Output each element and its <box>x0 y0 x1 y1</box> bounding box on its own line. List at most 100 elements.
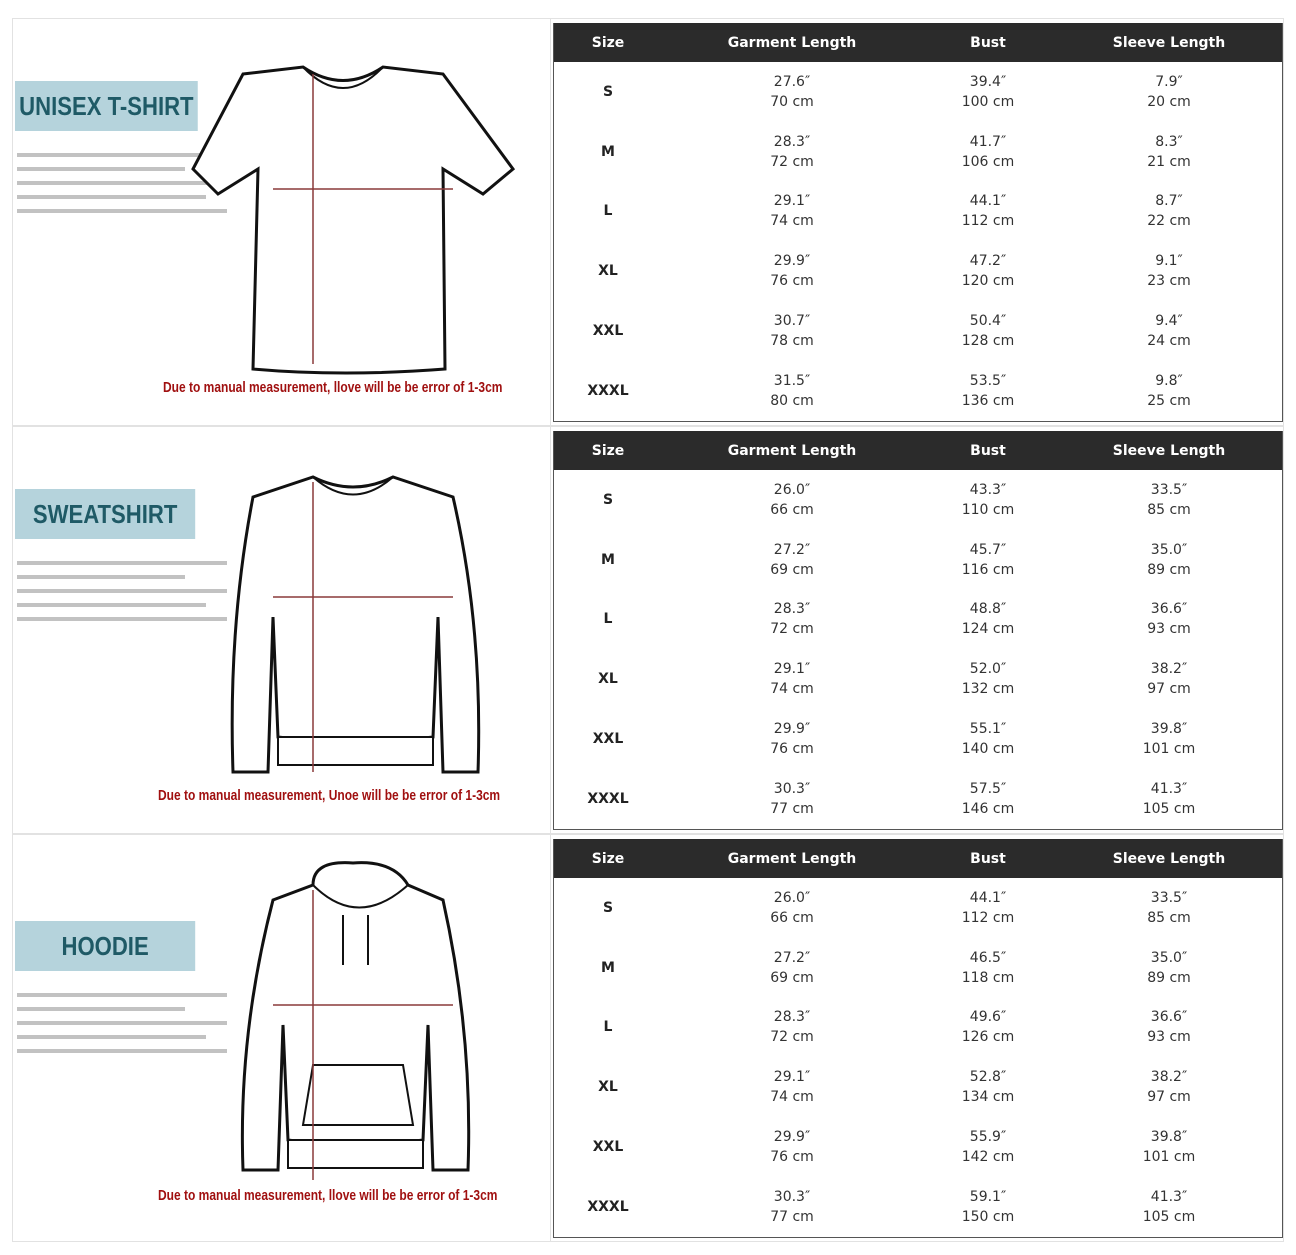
measurement-cell: 26.0″ 66 cm <box>662 888 922 928</box>
cm-value: 72 cm <box>770 153 814 170</box>
size-cell: XL <box>598 1079 618 1096</box>
measurement-cell: 43.3″ 110 cm <box>922 480 1054 520</box>
measurement-cell: 29.9″ 76 cm <box>662 719 922 759</box>
measurement-cell: 27.2″ 69 cm <box>662 948 922 988</box>
table-row: XL 29.1″ 74 cm 52.8″ 134 cm 38.2″ 97 cm <box>554 1057 1282 1117</box>
sweatshirt-illustration <box>230 475 481 774</box>
measurement-cell: 9.4″ 24 cm <box>1054 311 1284 351</box>
measurement-note: Due to manual measurement, llove will be… <box>158 1187 498 1204</box>
cm-value: 118 cm <box>961 969 1015 986</box>
column-header: Bust <box>970 442 1006 459</box>
inch-value: 39.8″ <box>1150 721 1188 738</box>
cm-value: 101 cm <box>1142 741 1196 758</box>
measurement-cell: 57.5″ 146 cm <box>922 779 1054 819</box>
cm-value: 140 cm <box>961 741 1015 758</box>
table-row: M 27.2″ 69 cm 46.5″ 118 cm 35.0″ 89 cm <box>554 938 1282 998</box>
measurement-cell: 7.9″ 20 cm <box>1054 72 1284 112</box>
garment-title: UNISEX T-SHIRT <box>15 81 198 131</box>
size-cell: S <box>602 491 614 508</box>
table-row: XL 29.1″ 74 cm 52.0″ 132 cm 38.2″ 97 cm <box>554 649 1282 709</box>
inch-value: 30.7″ <box>773 313 811 330</box>
cm-value: 124 cm <box>961 621 1015 638</box>
measurement-cell: 29.1″ 74 cm <box>662 659 922 699</box>
measurement-cell: 9.8″ 25 cm <box>1054 371 1284 411</box>
inch-value: 35.0″ <box>1150 541 1188 558</box>
measurement-cell: 28.3″ 72 cm <box>662 1007 922 1047</box>
cm-value: 112 cm <box>961 909 1015 926</box>
table-header: Size Garment Length Bust Sleeve Length <box>554 839 1282 878</box>
cm-value: 136 cm <box>961 392 1015 409</box>
cm-value: 112 cm <box>961 213 1015 230</box>
hoodie-illustration <box>240 861 471 1180</box>
table-row: M 27.2″ 69 cm 45.7″ 116 cm 35.0″ 89 cm <box>554 530 1282 590</box>
inch-value: 41.7″ <box>969 133 1007 150</box>
inch-value: 28.3″ <box>773 133 811 150</box>
cm-value: 116 cm <box>961 561 1015 578</box>
measurement-cell: 48.8″ 124 cm <box>922 599 1054 639</box>
section-t-shirt: UNISEX T-SHIRT Due to manual measurement… <box>12 18 1284 426</box>
cm-value: 20 cm <box>1147 93 1191 110</box>
measurement-cell: 29.1″ 74 cm <box>662 191 922 231</box>
inch-value: 27.2″ <box>773 541 811 558</box>
table-row: XXXL 30.3″ 77 cm 59.1″ 150 cm 41.3″ 105 cm <box>554 1177 1282 1237</box>
cm-value: 74 cm <box>770 213 814 230</box>
size-table: Size Garment Length Bust Sleeve Length S 26… <box>553 839 1283 1238</box>
inch-value: 29.1″ <box>773 1069 811 1086</box>
column-header: Bust <box>970 850 1006 867</box>
cm-value: 101 cm <box>1142 1149 1196 1166</box>
inch-value: 53.5″ <box>969 372 1007 389</box>
cm-value: 24 cm <box>1147 333 1191 350</box>
inch-value: 39.8″ <box>1150 1129 1188 1146</box>
inch-value: 52.0″ <box>969 661 1007 678</box>
inch-value: 55.9″ <box>969 1129 1007 1146</box>
column-header: Garment Length <box>727 34 857 51</box>
inch-value: 55.1″ <box>969 721 1007 738</box>
column-header: Sleeve Length <box>1112 850 1226 867</box>
cm-value: 21 cm <box>1147 153 1191 170</box>
inch-value: 29.9″ <box>773 721 811 738</box>
cm-value: 25 cm <box>1147 392 1191 409</box>
inch-value: 41.3″ <box>1150 1188 1188 1205</box>
measurement-cell: 30.3″ 77 cm <box>662 779 922 819</box>
inch-value: 26.0″ <box>773 481 811 498</box>
inch-value: 29.1″ <box>773 193 811 210</box>
inch-value: 57.5″ <box>969 780 1007 797</box>
cm-value: 106 cm <box>961 153 1015 170</box>
cm-value: 89 cm <box>1147 561 1191 578</box>
table-row: S 27.6″ 70 cm 39.4″ 100 cm 7.9″ 20 cm <box>554 62 1282 122</box>
inch-value: 35.0″ <box>1150 949 1188 966</box>
measurement-cell: 8.3″ 21 cm <box>1054 132 1284 172</box>
column-header: Sleeve Length <box>1112 34 1226 51</box>
cm-value: 66 cm <box>770 501 814 518</box>
table-header: Size Garment Length Bust Sleeve Length <box>554 431 1282 470</box>
inch-value: 49.6″ <box>969 1009 1007 1026</box>
inch-value: 43.3″ <box>969 481 1007 498</box>
inch-value: 8.3″ <box>1155 133 1183 150</box>
cm-value: 72 cm <box>770 1029 814 1046</box>
size-cell: XL <box>598 671 618 688</box>
measurement-cell: 52.0″ 132 cm <box>922 659 1054 699</box>
size-cell: L <box>603 203 613 220</box>
measurement-cell: 39.8″ 101 cm <box>1054 719 1284 759</box>
inch-value: 27.2″ <box>773 949 811 966</box>
measurement-cell: 50.4″ 128 cm <box>922 311 1054 351</box>
cm-value: 77 cm <box>770 1208 814 1225</box>
inch-value: 28.3″ <box>773 601 811 618</box>
inch-value: 38.2″ <box>1150 1069 1188 1086</box>
table-row: L 29.1″ 74 cm 44.1″ 112 cm 8.7″ 22 cm <box>554 182 1282 242</box>
inch-value: 39.4″ <box>969 73 1007 90</box>
inch-value: 47.2″ <box>969 253 1007 270</box>
cm-value: 110 cm <box>961 501 1015 518</box>
cm-value: 76 cm <box>770 741 814 758</box>
measurement-cell: 36.6″ 93 cm <box>1054 599 1284 639</box>
cm-value: 70 cm <box>770 93 814 110</box>
cm-value: 97 cm <box>1147 681 1191 698</box>
measurement-cell: 35.0″ 89 cm <box>1054 948 1284 988</box>
cm-value: 76 cm <box>770 1149 814 1166</box>
table-row: L 28.3″ 72 cm 48.8″ 124 cm 36.6″ 93 cm <box>554 590 1282 650</box>
inch-value: 30.3″ <box>773 1188 811 1205</box>
cm-value: 126 cm <box>961 1029 1015 1046</box>
measurement-cell: 59.1″ 150 cm <box>922 1187 1054 1227</box>
table-row: L 28.3″ 72 cm 49.6″ 126 cm 36.6″ 93 cm <box>554 998 1282 1058</box>
inch-value: 7.9″ <box>1155 73 1183 90</box>
